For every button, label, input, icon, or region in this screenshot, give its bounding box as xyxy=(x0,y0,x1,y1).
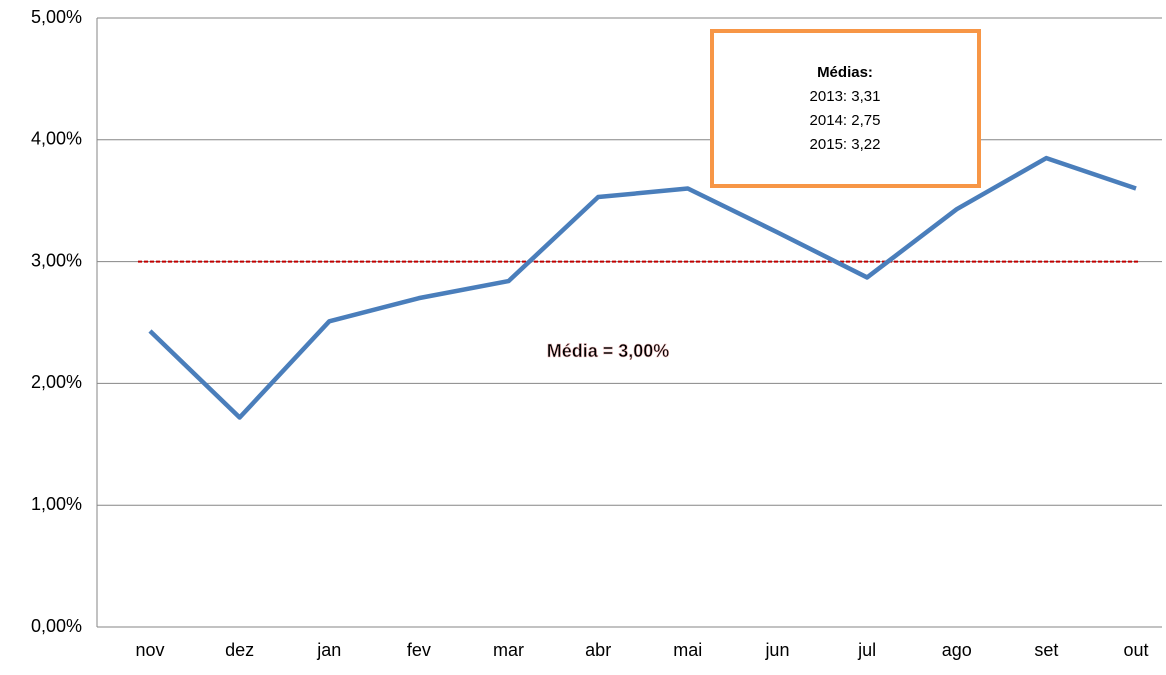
y-tick-label: 5,00% xyxy=(31,7,82,27)
x-tick-label: jun xyxy=(764,640,789,660)
annotation-title: Médias: xyxy=(817,64,873,81)
x-tick-label: nov xyxy=(135,640,164,660)
y-tick-label: 0,00% xyxy=(31,616,82,636)
y-tick-label: 2,00% xyxy=(31,372,82,392)
x-tick-label: dez xyxy=(225,640,254,660)
x-tick-label: abr xyxy=(585,640,611,660)
y-tick-label: 4,00% xyxy=(31,129,82,149)
x-tick-label: mar xyxy=(493,640,524,660)
x-tick-label: ago xyxy=(942,640,972,660)
annotation-box xyxy=(710,29,981,188)
annotation-line: 2013: 3,31 xyxy=(810,88,881,105)
x-tick-label: jan xyxy=(316,640,341,660)
x-tick-label: out xyxy=(1123,640,1148,660)
y-tick-label: 1,00% xyxy=(31,494,82,514)
annotation-line: 2015: 3,22 xyxy=(810,136,881,153)
x-tick-label: jul xyxy=(857,640,876,660)
x-tick-label: mai xyxy=(673,640,702,660)
annotation-line: 2014: 2,75 xyxy=(810,112,881,129)
data-line xyxy=(148,155,1137,420)
reference-label: Média = 3,00% xyxy=(547,341,670,361)
x-tick-label: fev xyxy=(407,640,431,660)
y-tick-label: 3,00% xyxy=(31,250,82,270)
x-tick-label: set xyxy=(1034,640,1058,660)
